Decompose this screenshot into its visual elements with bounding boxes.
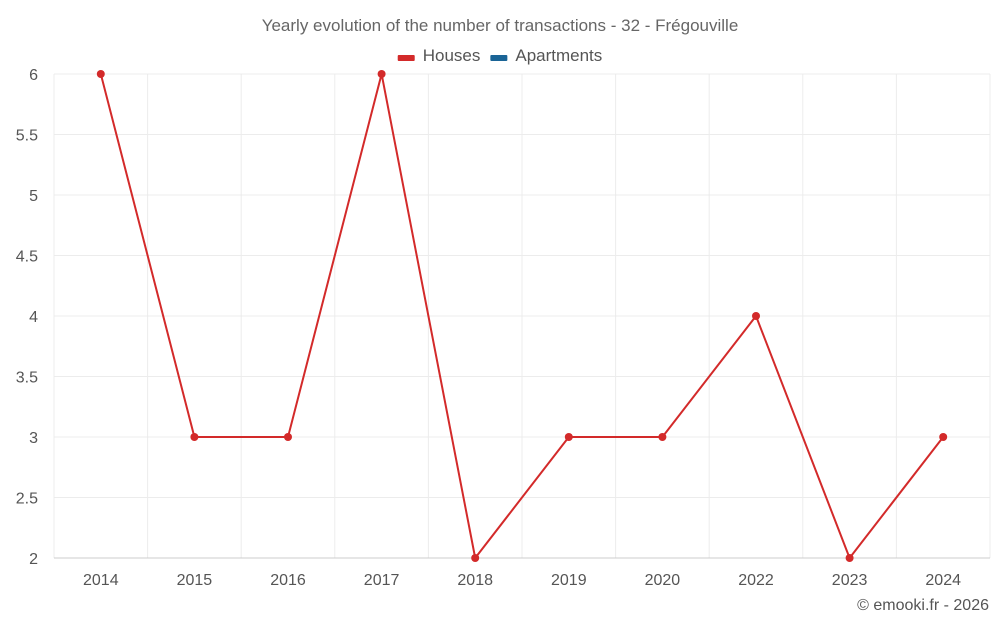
legend: Houses Apartments: [397, 46, 602, 65]
x-tick-label: 2020: [645, 572, 681, 589]
data-point[interactable]: [377, 70, 386, 78]
legend-item-apartments[interactable]: Apartments: [490, 46, 602, 65]
x-tick-label: 2018: [457, 572, 493, 589]
x-tick-label: 2022: [738, 572, 774, 589]
x-tick-label: 2014: [83, 572, 119, 589]
x-tick-label: 2016: [270, 572, 306, 589]
legend-label: Houses: [423, 46, 481, 65]
credit-text: © emooki.fr - 2026: [857, 597, 989, 614]
data-point[interactable]: [284, 433, 292, 441]
data-point[interactable]: [190, 433, 199, 441]
axes: 2 2.5 3 3.5 4 4.5 5 5.5 6 2014 2015 2016 2017 2018 201…: [16, 67, 990, 589]
x-tick-label: 2015: [177, 572, 213, 589]
data-point[interactable]: [658, 433, 667, 441]
y-tick-label: 5: [29, 188, 38, 205]
data-point[interactable]: [471, 554, 480, 562]
data-point[interactable]: [752, 312, 760, 320]
legend-label: Apartments: [515, 46, 602, 65]
data-point[interactable]: [96, 70, 105, 78]
grid: [53, 73, 991, 558]
legend-item-houses[interactable]: Houses: [397, 46, 481, 65]
legend-swatch: [397, 55, 415, 61]
legend-swatch: [490, 55, 508, 61]
x-tick-label: 2024: [925, 572, 961, 589]
chart-title: Yearly evolution of the number of transa…: [262, 16, 739, 35]
x-tick-label: 2017: [364, 572, 400, 589]
y-tick-label: 2: [29, 551, 38, 568]
y-tick-label: 6: [29, 67, 38, 84]
y-tick-label: 2.5: [16, 491, 38, 508]
x-tick-label: 2019: [551, 572, 587, 589]
y-tick-label: 3.5: [16, 370, 38, 387]
y-tick-label: 3: [29, 430, 38, 447]
x-tick-label: 2023: [832, 572, 868, 589]
y-tick-label: 5.5: [16, 128, 38, 145]
y-tick-label: 4.5: [16, 249, 38, 266]
series-line-houses: [99, 73, 944, 559]
y-tick-label: 4: [29, 309, 38, 326]
data-point[interactable]: [939, 433, 948, 441]
data-point[interactable]: [845, 554, 854, 562]
data-point[interactable]: [564, 433, 573, 441]
series-layer: [96, 70, 948, 562]
